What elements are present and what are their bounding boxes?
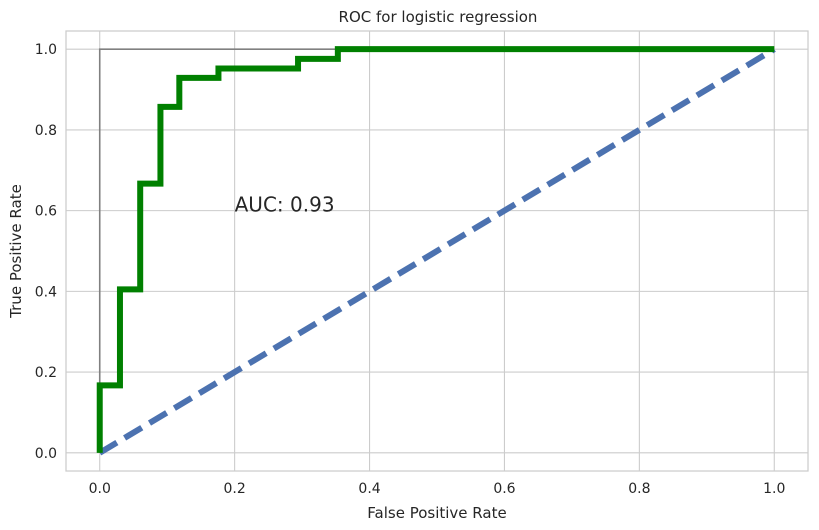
- x-tick-label: 0.0: [89, 481, 111, 497]
- y-tick-label: 1.0: [35, 42, 57, 58]
- auc-annotation: AUC: 0.93: [235, 193, 335, 217]
- x-tick-label: 0.6: [493, 481, 515, 497]
- y-tick-label: 0.8: [35, 123, 57, 139]
- x-tick-label: 0.4: [358, 481, 380, 497]
- series-layer: [96, 46, 776, 456]
- x-tick-label: 0.8: [628, 481, 650, 497]
- x-tick-label: 0.2: [224, 481, 246, 497]
- y-tick-label: 0.6: [35, 204, 57, 220]
- x-axis-label: False Positive Rate: [367, 504, 506, 522]
- chart-title: ROC for logistic regression: [339, 8, 538, 26]
- random-baseline-line: [98, 46, 776, 456]
- y-tick-label: 0.2: [35, 365, 57, 381]
- plot-frame: [65, 30, 809, 472]
- tick-labels: 0.0 0.2 0.4 0.6 0.8 1.0 0.0 0.2 0.4 0.6 0.8 1.0: [35, 42, 786, 497]
- y-axis-label: True Positive Rate: [7, 184, 25, 319]
- x-tick-label: 1.0: [763, 481, 785, 497]
- y-tick-label: 0.0: [35, 446, 57, 462]
- y-tick-label: 0.4: [35, 284, 57, 300]
- roc-curve-line: [96, 46, 775, 453]
